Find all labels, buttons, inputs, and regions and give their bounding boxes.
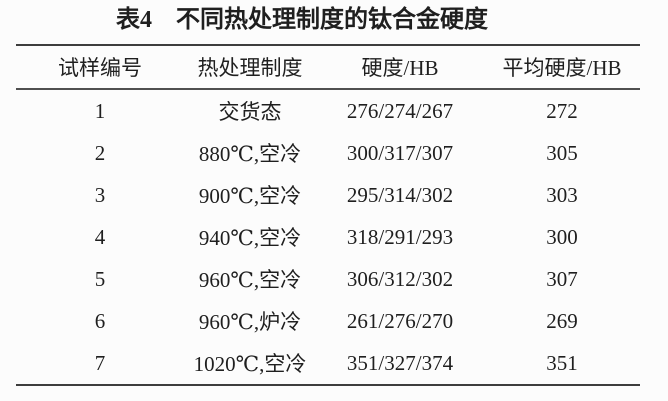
cell-average: 305 [546,140,578,165]
column-header-sample: 试样编号 [58,56,142,80]
table-bottom-rule [16,384,640,386]
cell-hardness: 295/314/302 [346,182,454,207]
cell-treatment: 960℃,炉冷 [198,310,302,334]
cell-sample: 3 [94,182,106,207]
cell-treatment: 1020℃,空冷 [193,352,307,376]
cell-sample: 2 [94,140,106,165]
cell-sample: 6 [94,308,106,333]
cell-treatment: 960℃,空冷 [198,268,302,292]
cell-hardness: 300/317/307 [346,140,454,165]
cell-average: 303 [546,182,578,207]
table-row: 6 960℃,炉冷 261/276/270 269 [16,300,640,342]
cell-sample: 7 [94,350,106,375]
cell-sample: 4 [94,224,106,249]
table-top-rule [16,44,640,46]
table-title-text: 不同热处理制度的钛合金硬度 [176,7,488,33]
table-row: 2 880℃,空冷 300/317/307 305 [16,132,640,174]
table-header-row: 试样编号 热处理制度 硬度/HB 平均硬度/HB [16,46,640,88]
column-header-average: 平均硬度/HB [502,56,622,80]
cell-treatment: 880℃,空冷 [198,142,302,166]
cell-hardness: 318/291/293 [346,224,454,249]
cell-hardness: 276/274/267 [346,98,454,123]
table-number-label: 表4 [116,7,152,33]
cell-treatment: 900℃,空冷 [198,184,302,208]
cell-hardness: 306/312/302 [346,266,454,291]
table-row: 5 960℃,空冷 306/312/302 307 [16,258,640,300]
cell-average: 272 [546,98,578,123]
table-row: 7 1020℃,空冷 351/327/374 351 [16,342,640,384]
table-row: 4 940℃,空冷 318/291/293 300 [16,216,640,258]
cell-treatment: 交货态 [218,100,282,124]
cell-hardness: 261/276/270 [346,308,454,333]
table-caption: 表4 不同热处理制度的钛合金硬度 [0,5,604,35]
column-header-treatment: 热处理制度 [197,56,303,80]
cell-average: 300 [546,224,578,249]
table-header-rule [16,88,640,90]
column-header-hardness: 硬度/HB [361,56,439,80]
table-row: 3 900℃,空冷 295/314/302 303 [16,174,640,216]
hardness-table: 试样编号 热处理制度 硬度/HB 平均硬度/HB 1 交货态 276/274/2… [16,44,640,386]
cell-treatment: 940℃,空冷 [198,226,302,250]
cell-average: 269 [546,308,578,333]
cell-hardness: 351/327/374 [346,350,454,375]
table-row: 1 交货态 276/274/267 272 [16,90,640,132]
cell-average: 307 [546,266,578,291]
cell-sample: 5 [94,266,106,291]
cell-sample: 1 [94,98,106,123]
cell-average: 351 [546,350,578,375]
